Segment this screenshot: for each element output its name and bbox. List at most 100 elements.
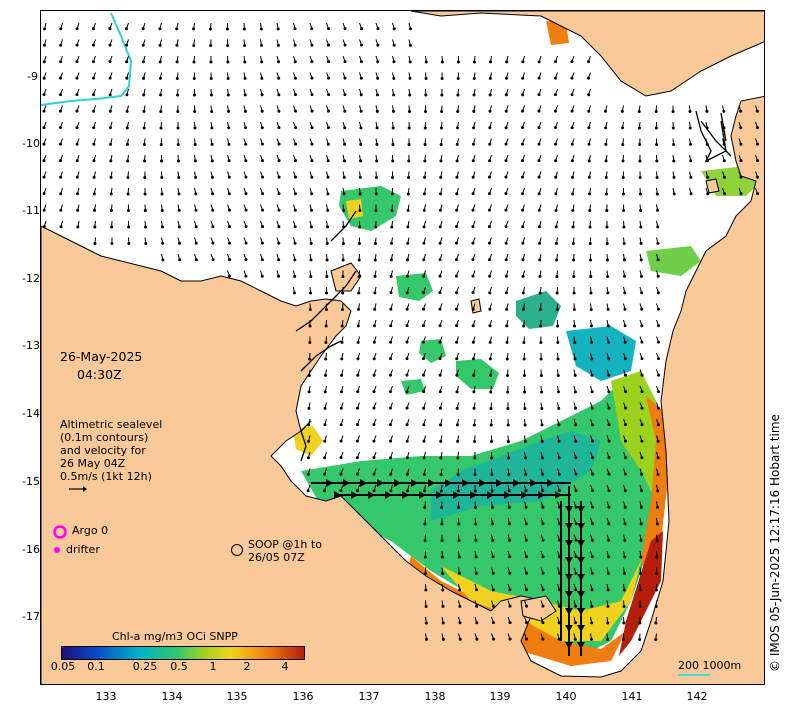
velocity-vector-head <box>638 588 642 592</box>
velocity-vector-head <box>488 142 492 146</box>
velocity-vector-head <box>42 208 46 212</box>
velocity-vector-head <box>439 456 443 460</box>
velocity-vector-head <box>606 588 610 592</box>
velocity-vector-head <box>573 390 577 394</box>
velocity-vector-head <box>671 126 675 130</box>
velocity-vector-head <box>640 340 644 344</box>
velocity-vector-head <box>438 241 442 245</box>
velocity-vector-head <box>605 192 609 196</box>
chl-teal-band <box>431 431 601 521</box>
velocity-vector-head <box>473 472 477 476</box>
velocity-vector-head <box>574 505 578 509</box>
altimetry-legend-line: Altimetric sealevel <box>60 418 163 431</box>
velocity-vector-head <box>326 208 330 212</box>
colorbar-tick: 0.05 <box>50 660 76 673</box>
velocity-vector-head <box>475 604 479 608</box>
velocity-vector-head <box>722 159 726 163</box>
velocity-vector-head <box>307 439 311 443</box>
velocity-vector-head <box>323 373 327 377</box>
velocity-vector-head <box>405 357 409 361</box>
velocity-vector-head <box>357 291 361 295</box>
velocity-vector-head <box>293 274 297 278</box>
velocity-vector-head <box>438 390 442 394</box>
velocity-vector-head <box>672 159 676 163</box>
velocity-vector-head <box>574 604 578 608</box>
velocity-vector-head <box>538 241 542 245</box>
velocity-vector-head <box>521 291 525 295</box>
velocity-vector-head <box>607 522 611 526</box>
velocity-vector-head <box>505 307 509 311</box>
velocity-vector-head <box>540 439 544 443</box>
velocity-vector-head <box>487 192 491 196</box>
velocity-vector-head <box>388 406 392 410</box>
velocity-vector-head <box>570 76 574 80</box>
velocity-vector-head <box>588 241 592 245</box>
soop-arrowhead <box>577 523 585 530</box>
velocity-vector-head <box>487 208 491 212</box>
velocity-vector-head <box>488 324 492 328</box>
velocity-vector-head <box>323 456 327 460</box>
velocity-vector-head <box>587 126 591 130</box>
colorbar-tick: 0.25 <box>132 660 158 673</box>
velocity-vector-head <box>455 324 459 328</box>
velocity-vector-head <box>360 27 364 31</box>
soop-arrowhead <box>513 479 520 487</box>
velocity-vector-head <box>588 208 592 212</box>
velocity-vector-head <box>209 60 213 64</box>
velocity-vector-head <box>176 142 180 146</box>
velocity-vector-head <box>159 126 163 130</box>
velocity-vector-head <box>373 274 377 278</box>
velocity-vector-head <box>504 76 508 80</box>
velocity-vector-head <box>424 604 428 608</box>
colorbar-tick: 2 <box>243 660 251 673</box>
velocity-vector-head <box>640 291 644 295</box>
velocity-vector-head <box>327 93 331 97</box>
velocity-vector-head <box>374 225 378 229</box>
velocity-vector-head <box>58 93 62 97</box>
velocity-vector-head <box>656 208 660 212</box>
velocity-vector-head <box>474 505 478 509</box>
velocity-vector-head <box>226 43 230 47</box>
velocity-vector-head <box>638 604 642 608</box>
velocity-vector-head <box>327 60 331 64</box>
velocity-vector-head <box>326 175 330 179</box>
velocity-vector-head <box>355 456 359 460</box>
velocity-vector-head <box>372 472 376 476</box>
velocity-vector-head <box>541 555 545 559</box>
velocity-vector-head <box>455 192 459 196</box>
velocity-vector-head <box>587 175 591 179</box>
velocity-vector-head <box>440 109 444 113</box>
velocity-vector-head <box>607 439 611 443</box>
velocity-vector-head <box>604 126 608 130</box>
velocity-vector-head <box>408 76 412 80</box>
velocity-vector-head <box>639 258 643 262</box>
velocity-vector-head <box>208 27 212 31</box>
velocity-vector-head <box>455 208 459 212</box>
velocity-vector-head <box>574 571 578 575</box>
velocity-vector-head <box>507 505 511 509</box>
velocity-vector-head <box>277 93 281 97</box>
soop-label-line1: SOOP @1h to <box>248 538 322 551</box>
velocity-vector-head <box>59 225 63 229</box>
velocity-vector-head <box>192 60 196 64</box>
velocity-vector-head <box>260 60 264 64</box>
soop-arrowhead <box>577 608 585 615</box>
velocity-vector-head <box>408 43 412 47</box>
soop-arrowhead <box>577 540 585 547</box>
velocity-vector-head <box>537 126 541 130</box>
velocity-vector-head <box>454 274 458 278</box>
velocity-vector-head <box>505 324 509 328</box>
chl-patch-n6 <box>401 379 425 395</box>
velocity-vector-head <box>504 142 508 146</box>
land-groote <box>470 298 482 314</box>
velocity-vector-head <box>606 307 610 311</box>
velocity-vector-head <box>93 208 97 212</box>
velocity-vector-head <box>473 489 477 493</box>
velocity-vector-head <box>243 43 247 47</box>
velocity-vector-head <box>475 621 479 625</box>
velocity-vector-head <box>471 225 475 229</box>
velocity-vector-head <box>293 60 297 64</box>
velocity-vector-head <box>375 126 379 130</box>
velocity-vector-head <box>491 621 495 625</box>
velocity-vector-head <box>356 390 360 394</box>
